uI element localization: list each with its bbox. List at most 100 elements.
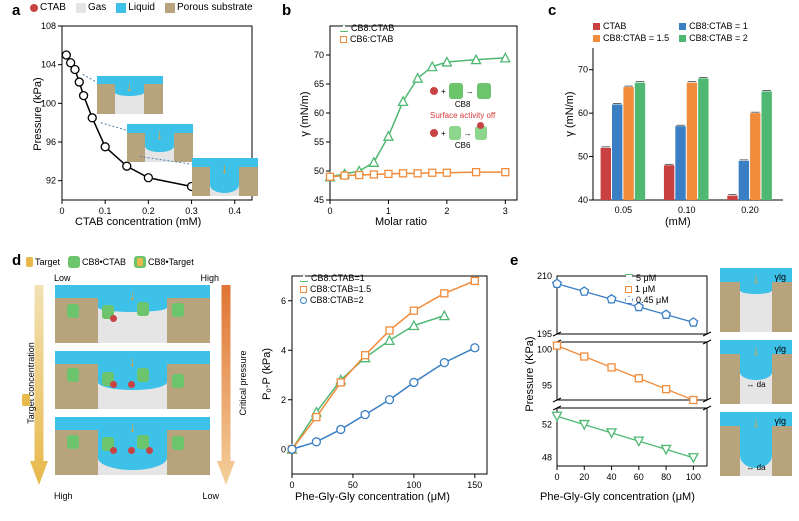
- label-d: d: [12, 252, 21, 269]
- svg-text:0: 0: [281, 444, 286, 454]
- label-c: c: [548, 2, 556, 19]
- svg-text:45: 45: [314, 195, 324, 205]
- svg-text:20: 20: [579, 472, 589, 482]
- svg-text:50: 50: [578, 152, 588, 162]
- svg-text:0: 0: [327, 206, 332, 216]
- legc1: CB8:CTAB = 1: [689, 21, 748, 31]
- label-a: a: [12, 2, 20, 19]
- legb-1: CB6:CTAB: [350, 34, 393, 44]
- legend-e: 5 μM 1 μM 0.45 μM: [625, 273, 669, 306]
- ylabel-d: P₀-P (kPa): [261, 334, 273, 414]
- inset-cb6: CB6: [430, 141, 495, 150]
- dd-ra: Critical pressure: [238, 318, 248, 448]
- xlabel-d: Phe-Gly-Gly concentration (μM): [295, 491, 450, 503]
- label-b: b: [282, 2, 291, 19]
- svg-text:48: 48: [542, 453, 552, 463]
- legd-c2: CB8•Target: [148, 257, 194, 267]
- svg-text:50: 50: [348, 480, 358, 490]
- legend-d: CB8:CTAB=1 CB8:CTAB=1.5 CB8:CTAB=2: [300, 273, 371, 306]
- legc2: CB8:CTAB = 1.5: [603, 33, 669, 43]
- svg-text:70: 70: [578, 65, 588, 75]
- svg-text:65: 65: [314, 79, 324, 89]
- legend-d-top: Target CB8•CTAB CB8•Target: [26, 256, 194, 268]
- svg-text:40: 40: [578, 195, 588, 205]
- legd2: CB8:CTAB=2: [310, 295, 364, 305]
- label-e: e: [510, 252, 518, 269]
- legd-t: Target: [35, 257, 60, 267]
- svg-text:96: 96: [46, 137, 56, 147]
- lege0: 5 μM: [636, 273, 656, 283]
- chart-c: 40 50 60 70 0.05 0.10 0.20 γ (mN/m) (mM) CTAB …: [565, 18, 790, 228]
- dd-low-l: Low: [54, 273, 71, 283]
- svg-text:0: 0: [554, 472, 559, 482]
- ylabel-c: γ (mN/m): [564, 74, 576, 154]
- svg-text:4: 4: [281, 345, 286, 355]
- dd-high-l: High: [54, 491, 73, 501]
- legc0: CTAB: [603, 21, 626, 31]
- svg-text:0: 0: [59, 206, 64, 216]
- diagram-e: ↓ γlg ↓ γlg↔ da ↓ γlg↔ da: [720, 268, 795, 503]
- svg-text:0: 0: [289, 480, 294, 490]
- svg-text:92: 92: [46, 176, 56, 186]
- legb-0: CB8:CTAB: [351, 23, 394, 33]
- svg-text:95: 95: [542, 381, 552, 391]
- svg-text:0.10: 0.10: [678, 205, 696, 215]
- chart-b: 0 1 2 3 45 50 55 60 65 70 γ (mN/m) Molar ratio CB…: [300, 18, 525, 228]
- svg-text:150: 150: [467, 480, 482, 490]
- leg-liquid: Liquid: [128, 2, 155, 13]
- inset-text: Surface activity off: [430, 111, 495, 120]
- svg-text:70: 70: [314, 50, 324, 60]
- chart-d: 0 50 100 150 0 2 4 6 P₀-P (kPa) Phe-Gly-Gly con…: [260, 268, 495, 503]
- legd-c1: CB8•CTAB: [82, 257, 126, 267]
- svg-text:0.3: 0.3: [185, 206, 198, 216]
- svg-text:210: 210: [537, 271, 552, 281]
- svg-text:1: 1: [386, 206, 391, 216]
- chart-e: 195 210 95 100 48 52 0 20 40 60 80 100 Pressure (KP…: [525, 268, 715, 503]
- svg-text:55: 55: [314, 137, 324, 147]
- leg-porous: Porous substrate: [177, 2, 253, 13]
- leg-ctab: CTAB: [40, 2, 66, 13]
- svg-text:60: 60: [578, 108, 588, 118]
- svg-text:108: 108: [41, 21, 56, 31]
- legend-c: CTAB CB8:CTAB = 1 CB8:CTAB = 1.5 CB8:CTA…: [593, 21, 748, 44]
- xlabel-c: (mM): [665, 216, 691, 228]
- svg-text:2: 2: [444, 206, 449, 216]
- dd-low-r: Low: [202, 491, 219, 501]
- inset-cb8: CB8: [430, 100, 495, 109]
- svg-text:40: 40: [607, 472, 617, 482]
- xlabel-b: Molar ratio: [375, 216, 427, 228]
- svg-text:2: 2: [281, 395, 286, 405]
- svg-text:0.05: 0.05: [615, 205, 633, 215]
- inset-b: +→ CB8 Surface activity off +→ CB6: [430, 83, 495, 150]
- svg-text:3: 3: [503, 206, 508, 216]
- lege2: 0.45 μM: [636, 295, 669, 305]
- dd-la: Target concentration: [26, 318, 36, 448]
- ylabel-b: γ (mN/m): [299, 74, 311, 154]
- ylabel-a: Pressure (kPa): [32, 64, 44, 164]
- svg-text:0.1: 0.1: [99, 206, 112, 216]
- legd1: CB8:CTAB=1.5: [310, 284, 371, 294]
- svg-text:80: 80: [661, 472, 671, 482]
- ylabel-e: Pressure (KPa): [524, 329, 536, 419]
- svg-text:60: 60: [314, 108, 324, 118]
- diagram-d: Low High Target concentration Critical p…: [22, 273, 235, 503]
- legend-b: CB8:CTAB CB6:CTAB: [340, 23, 394, 45]
- svg-text:6: 6: [281, 296, 286, 306]
- xlabel-e: Phe-Gly-Gly concentration (μM): [540, 491, 695, 503]
- svg-text:0.4: 0.4: [228, 206, 241, 216]
- svg-text:195: 195: [537, 329, 552, 339]
- xlabel-a: CTAB concentration (mM): [75, 216, 201, 228]
- lege1: 1 μM: [635, 284, 655, 294]
- svg-text:50: 50: [314, 166, 324, 176]
- legc3: CB8:CTAB = 2: [689, 33, 748, 43]
- svg-text:60: 60: [634, 472, 644, 482]
- svg-text:0.20: 0.20: [741, 205, 759, 215]
- svg-text:100: 100: [537, 344, 552, 354]
- svg-text:100: 100: [406, 480, 421, 490]
- top-legend: CTAB Gas Liquid Porous substrate: [30, 2, 253, 13]
- dd-high-r: High: [200, 273, 219, 283]
- leg-gas: Gas: [88, 2, 106, 13]
- svg-text:100: 100: [686, 472, 701, 482]
- legd0: CB8:CTAB=1: [311, 273, 365, 283]
- svg-text:52: 52: [542, 420, 552, 430]
